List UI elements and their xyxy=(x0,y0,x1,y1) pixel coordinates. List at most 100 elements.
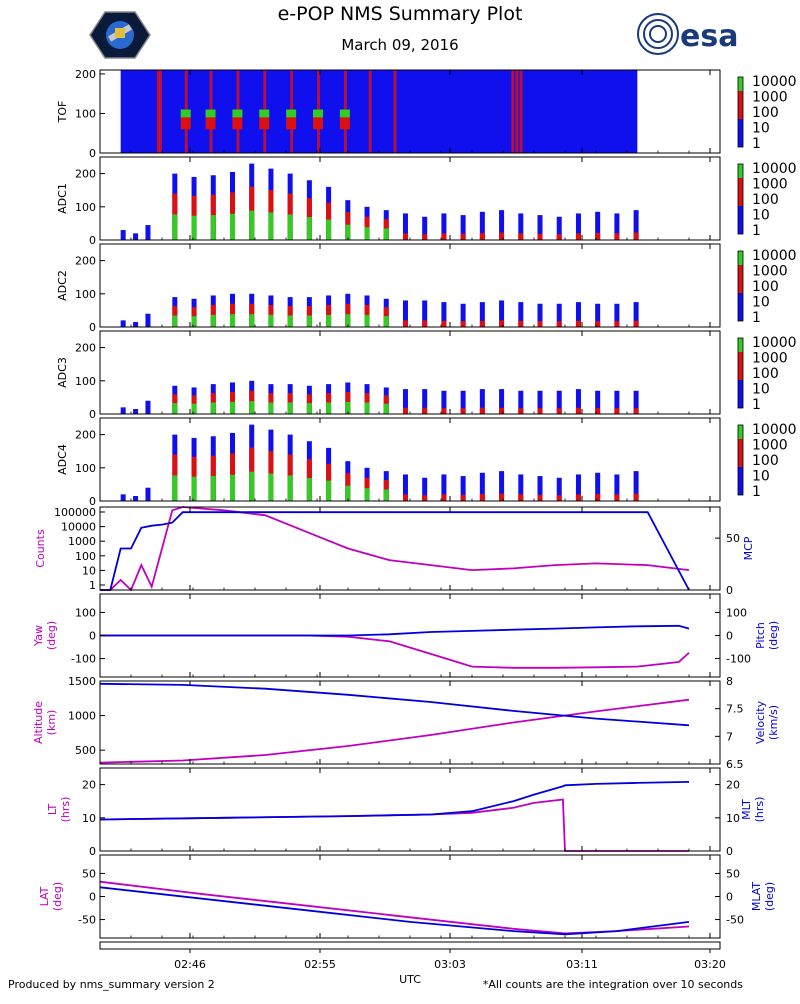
tof-panel-colorbar-seg xyxy=(738,77,743,91)
lt-panel-frame xyxy=(99,767,721,852)
tof-panel-ylabel-line: TOF xyxy=(56,101,69,124)
page-title: e-POP NMS Summary Plot xyxy=(278,3,523,25)
mlt-ytick-label: 0 xyxy=(726,845,733,858)
adc1-panel-colorbar-label: 10 xyxy=(752,208,770,224)
adc3-panel-colorbar-label: 100 xyxy=(752,366,779,382)
adc2-panel-column-red xyxy=(575,320,581,327)
adc4-panel-column xyxy=(402,474,408,501)
adc4-panel-colorbar-label: 10 xyxy=(752,469,770,485)
counts-ytick-label: 10000 xyxy=(61,521,96,534)
adc3-panel-column xyxy=(422,389,428,414)
lt-ylabel-line: (hrs) xyxy=(59,797,72,823)
adc3-panel-column-green xyxy=(306,403,312,414)
adc2-panel-column-red xyxy=(422,320,428,327)
adc4-panel-column xyxy=(537,476,543,501)
adc2-panel-column xyxy=(633,302,639,327)
adc1-panel-ylabel: ADC1 xyxy=(56,183,69,214)
lat-panel-frame xyxy=(99,854,721,939)
adc1-panel-colorbar-seg xyxy=(738,178,743,192)
adc3-panel-column-red xyxy=(479,407,485,414)
adc1-panel-column-green xyxy=(345,224,351,240)
counts-ytick-label: 1000 xyxy=(68,535,96,548)
adc2-panel-colorbar xyxy=(737,250,744,322)
adc3-panel-column xyxy=(556,390,562,414)
adc3-panel-column xyxy=(120,407,126,414)
adc3-panel-column-red xyxy=(441,408,447,414)
velocity-ytick-label: 7.5 xyxy=(726,703,744,716)
tof-red-band xyxy=(393,70,397,153)
adc4-panel-ylabel: ADC4 xyxy=(56,444,69,475)
adc1-panel-colorbar-label: 1000 xyxy=(752,177,788,193)
lat-ytick-label: 50 xyxy=(82,867,96,880)
adc4-panel-column xyxy=(499,471,505,501)
adc4-panel-column-red xyxy=(441,494,447,501)
adc3-panel-colorbar-seg xyxy=(738,394,743,408)
adc3-panel-colorbar-seg xyxy=(738,380,743,394)
adc4-panel-column xyxy=(614,474,620,501)
adc4-panel-column xyxy=(441,474,447,501)
adc1-panel-column-green xyxy=(249,210,255,240)
tof-red-band-lower xyxy=(259,117,270,130)
yaw-ylabel: Yaw(deg) xyxy=(32,621,58,650)
adc3-panel-ytick-label: 200 xyxy=(75,342,96,355)
tof-green-band xyxy=(259,109,270,118)
adc2-panel-column xyxy=(518,302,524,327)
adc1-panel-column-red xyxy=(518,233,524,240)
adc4-panel-colorbar xyxy=(737,424,744,496)
adc4-panel-column-red xyxy=(556,495,562,501)
adc1-panel-column xyxy=(133,233,139,240)
adc1-panel-column xyxy=(479,211,485,240)
mlt-ylabel-line: (hrs) xyxy=(753,797,766,823)
adc1-panel-column-green xyxy=(383,228,389,240)
mlat-ytick-label: 50 xyxy=(726,867,740,880)
footer-right: *All counts are the integration over 10 … xyxy=(483,978,743,991)
tof-panel-ylabel: TOF xyxy=(56,101,69,124)
adc2-panel-column-green xyxy=(383,316,389,327)
adc3-panel-column-red xyxy=(518,408,524,414)
lt-ytick-label: 10 xyxy=(82,812,96,825)
tof-background xyxy=(120,70,638,153)
counts-ytick-label: 100 xyxy=(75,550,96,563)
tof-green-band xyxy=(339,109,350,118)
adc1-panel-column-green xyxy=(229,213,235,240)
adc3-panel-colorbar-label: 1 xyxy=(752,397,761,413)
adc1-panel-column-green xyxy=(172,214,178,240)
adc1-panel-colorbar-label: 100 xyxy=(752,192,779,208)
adc3-panel-colorbar xyxy=(737,337,744,409)
adc4-panel-colorbar-label: 1000 xyxy=(752,438,788,454)
adc1-panel-column-red xyxy=(575,233,581,240)
adc2-panel-column-red xyxy=(556,321,562,327)
tof-red-band xyxy=(368,70,372,153)
adc3-panel-column-green xyxy=(210,402,216,414)
adc2-panel-column xyxy=(479,302,485,327)
adc2-panel-column-green xyxy=(268,314,274,327)
footer-left: Produced by nms_summary version 2 xyxy=(8,978,215,991)
counts-ytick-label: 100000 xyxy=(54,506,96,519)
mlat-line xyxy=(99,886,690,936)
time-strip xyxy=(99,941,721,950)
pitch-ytick-label: 100 xyxy=(726,606,747,619)
adc3-panel-column xyxy=(614,390,620,414)
mlt-ytick-label: 10 xyxy=(726,812,740,825)
mcp-ytick-label: 0 xyxy=(726,584,733,597)
adc4-panel-column xyxy=(460,476,466,501)
tof-panel-colorbar xyxy=(737,76,744,148)
adc3-panel-column-red xyxy=(633,408,639,414)
adc3-panel-column xyxy=(460,390,466,414)
adc4-panel-column xyxy=(556,477,562,501)
yaw-ytick-label: -100 xyxy=(71,653,96,666)
pitch-ytick-label: -100 xyxy=(726,653,751,666)
tof-panel-colorbar-seg xyxy=(738,105,743,119)
adc1-panel-column xyxy=(499,210,505,240)
time-tick-label: 02:55 xyxy=(304,958,336,971)
adc3-panel-column-red xyxy=(402,407,408,414)
adc3-panel-column xyxy=(145,400,151,414)
adc1-panel-column xyxy=(402,213,408,240)
adc2-panel-column xyxy=(499,300,505,327)
adc3-panel-column-green xyxy=(191,403,197,414)
adc1-panel-column xyxy=(595,211,601,240)
adc4-panel-colorbar-seg xyxy=(738,439,743,453)
adc2-panel-column-red xyxy=(441,320,447,327)
adc4-panel-colorbar-seg xyxy=(738,467,743,481)
adc2-panel-colorbar-seg xyxy=(738,265,743,279)
